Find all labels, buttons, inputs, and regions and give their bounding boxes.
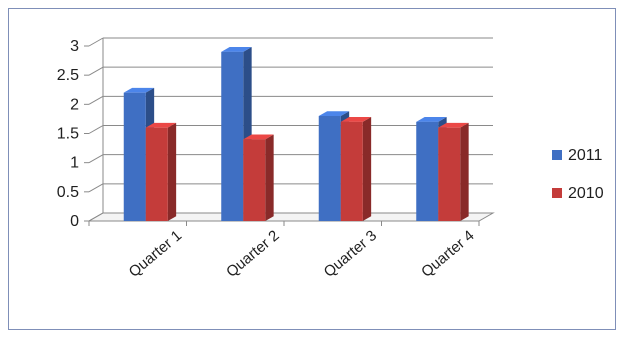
bar-top: [123, 87, 155, 93]
legend-item: 2011: [552, 147, 603, 164]
y-tick-label: 0: [70, 213, 79, 230]
legend-label: 2011: [568, 147, 603, 164]
bar-front: [318, 116, 341, 221]
gridline-side: [88, 66, 104, 76]
gridline-side: [88, 37, 104, 47]
bar-top: [340, 117, 372, 122]
bar-top: [438, 122, 469, 128]
bar-front: [243, 139, 266, 221]
gridline-side: [88, 125, 104, 134]
gridline-side: [88, 183, 104, 193]
bar-top: [243, 134, 274, 140]
bar: [438, 122, 469, 221]
bar-side: [362, 117, 372, 221]
bar-front: [123, 92, 146, 222]
x-tick-label: Quarter 3: [321, 227, 380, 281]
x-tick-label: Quarter 2: [223, 227, 282, 281]
x-axis-labels: Quarter 1 Quarter 2 Quarter 3 Quarter 4: [88, 221, 480, 281]
y-tick-label: 0.5: [57, 184, 79, 201]
bars: [123, 47, 469, 222]
gridline-side: [88, 95, 104, 105]
x-tick-label: Quarter 4: [418, 227, 477, 281]
bar-top: [318, 111, 350, 116]
bar-front: [221, 51, 244, 222]
bar: [243, 134, 274, 221]
gridline-side: [88, 154, 104, 164]
legend-label: 2010: [568, 185, 604, 202]
y-tick-label: 3: [70, 38, 79, 55]
bar-top: [145, 122, 177, 128]
bar-front: [416, 121, 439, 221]
bar: [145, 122, 177, 221]
x-tick-label: Quarter 1: [126, 227, 185, 281]
y-axis-ticks: 0 0.5 1 1.5 2 2.5 3: [57, 38, 79, 230]
y-tick-label: 2: [70, 96, 79, 113]
bar-side: [265, 134, 274, 221]
gridline-side: [88, 212, 104, 222]
bar-front: [340, 121, 363, 221]
legend: 2011 2010: [552, 147, 604, 202]
y-tick-label: 1: [70, 155, 79, 172]
bar-top: [416, 117, 447, 122]
bar-chart: 00.511.522.53 Quarter 1 Quarter 2 Quarter …: [57, 37, 604, 281]
bar: [340, 117, 372, 221]
bar-front: [438, 127, 461, 221]
bar-top: [221, 47, 252, 52]
bar-side: [460, 122, 469, 221]
y-tick-label: 1.5: [57, 126, 79, 143]
chart-frame: 0 0.5 1 1.5 2 2.5 3 Quarter 1 Quarter 2 Quarter …: [8, 8, 616, 330]
y-tick-label: 2.5: [57, 67, 79, 84]
legend-item: 2010: [552, 185, 604, 202]
bar-front: [145, 127, 168, 221]
bar-side: [167, 122, 177, 221]
legend-swatch: [552, 150, 562, 160]
legend-swatch: [552, 188, 562, 198]
